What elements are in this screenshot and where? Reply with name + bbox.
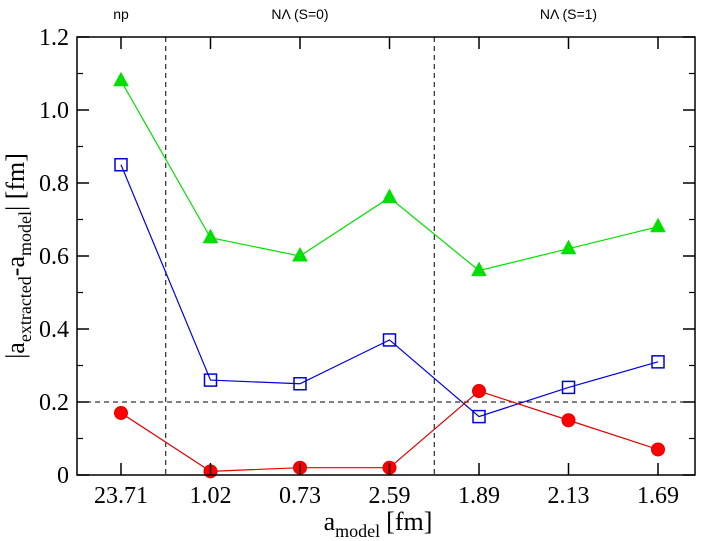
- y-tick-label: 1.0: [39, 98, 69, 124]
- data-point: [472, 384, 486, 399]
- data-point: [651, 442, 665, 457]
- y-tick-label: 0.2: [39, 390, 69, 416]
- x-tick-label: 1.89: [458, 483, 500, 509]
- x-tick-label: 2.59: [369, 483, 411, 509]
- data-point: [472, 409, 486, 424]
- data-point: [382, 333, 397, 347]
- series-triangles: [113, 71, 666, 277]
- y-tick-label: 0.4: [39, 317, 69, 343]
- data-point: [381, 188, 398, 204]
- y-tick-label: 0.8: [39, 171, 69, 197]
- y-tick-label: 1.2: [39, 25, 69, 51]
- grid-layer: [77, 37, 695, 475]
- data-point: [561, 380, 576, 395]
- x-tick-label: 1.02: [190, 483, 232, 509]
- plot-frame: [76, 36, 696, 476]
- data-point: [560, 239, 577, 255]
- data-point: [561, 413, 576, 428]
- x-tick-label: 0.73: [279, 483, 321, 509]
- x-axis-label: amodel [fm]: [324, 507, 433, 541]
- data-point: [203, 373, 218, 387]
- section-label: NΛ (S=1): [540, 6, 597, 22]
- y-axis-label: |aextracted-amodel| [fm]: [1, 153, 35, 359]
- series-layer: [113, 71, 666, 479]
- y-tick-label: 0.6: [39, 244, 69, 270]
- series-line-squares: [120, 164, 659, 418]
- data-point: [650, 217, 666, 233]
- series-squares: [114, 158, 665, 424]
- data-point: [471, 261, 487, 277]
- data-point: [113, 71, 129, 87]
- data-point: [114, 158, 128, 172]
- data-point: [293, 377, 307, 391]
- data-point: [202, 228, 219, 244]
- series-line-circles: [120, 390, 659, 472]
- data-point: [651, 355, 665, 369]
- x-tick-label: 23.71: [94, 483, 148, 509]
- x-tick-label: 1.69: [637, 483, 679, 509]
- y-tick-label: 0: [57, 463, 69, 489]
- data-point: [292, 246, 308, 262]
- ticks-layer: 0 0.2 0.4 0.6 0.8 1.0 1.2 23.71 1.02 0.73 2.59 1.89…: [39, 6, 695, 509]
- x-tick-label: 2.13: [548, 483, 590, 509]
- section-label: np: [113, 6, 129, 22]
- section-label: NΛ (S=0): [271, 6, 328, 22]
- series-line-triangles: [120, 80, 659, 272]
- data-point: [114, 405, 128, 420]
